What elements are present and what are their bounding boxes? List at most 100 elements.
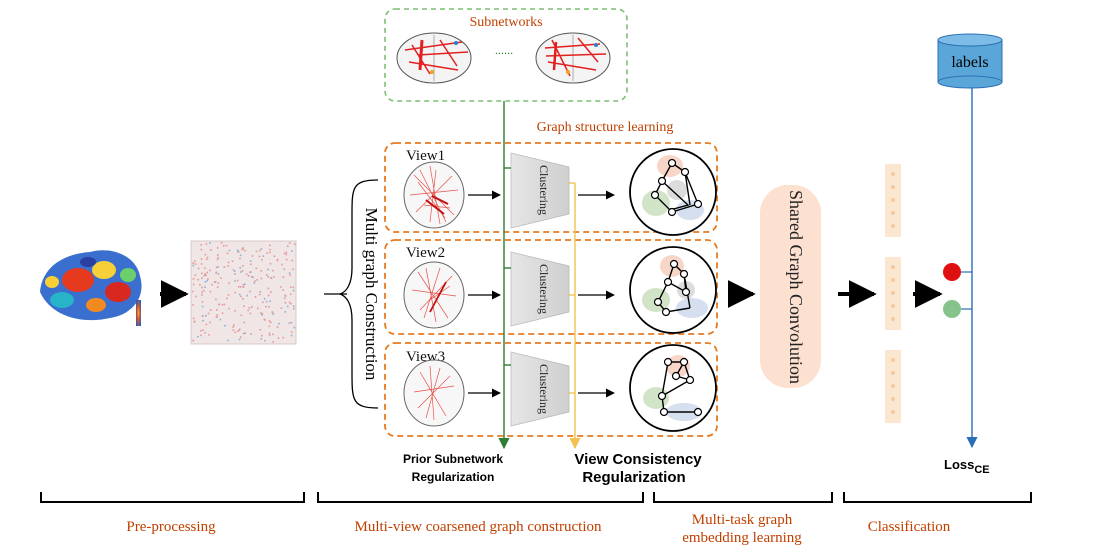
matrix-cell [259, 291, 261, 293]
matrix-cell [265, 305, 267, 308]
matrix-cell [254, 280, 256, 282]
matrix-cell [192, 317, 195, 320]
brain-surface-image [40, 250, 142, 326]
matrix-cell [260, 270, 263, 272]
matrix-cell [194, 263, 197, 265]
view-1-label: View1 [406, 148, 445, 164]
matrix-cell [236, 249, 239, 252]
view-regularization-line1: View Consistency [574, 451, 702, 468]
matrix-cell [217, 266, 219, 268]
matrix-cell [215, 272, 217, 274]
matrix-cell [216, 286, 219, 288]
shared-graph-convolution-label: Shared Graph Convolution [786, 190, 806, 384]
matrix-cell [242, 298, 244, 300]
matrix-cell [192, 304, 194, 306]
matrix-cell [237, 250, 239, 253]
matrix-cell [242, 247, 244, 249]
matrix-cell [206, 256, 209, 259]
matrix-cell [265, 300, 268, 303]
matrix-cell [286, 305, 289, 308]
stage-bracket-multitask [653, 492, 833, 503]
matrix-cell [258, 255, 261, 258]
matrix-cell [204, 267, 206, 269]
matrix-cell [283, 268, 285, 270]
matrix-cell [233, 324, 235, 326]
matrix-cell [254, 296, 257, 298]
class-node-red [943, 263, 961, 281]
matrix-cell [192, 278, 195, 280]
matrix-cell [269, 277, 272, 279]
matrix-cell [205, 243, 208, 245]
matrix-cell [234, 280, 236, 282]
matrix-cell [240, 295, 242, 298]
matrix-cell [204, 281, 207, 283]
matrix-cell [248, 307, 251, 309]
matrix-cell [271, 311, 274, 313]
matrix-cell [269, 244, 271, 247]
matrix-cell [204, 273, 206, 275]
matrix-cell [268, 325, 271, 328]
matrix-cell [260, 248, 263, 250]
matrix-cell [197, 267, 200, 270]
matrix-cell [284, 301, 287, 304]
matrix-cell [246, 294, 248, 297]
matrix-cell [268, 306, 270, 308]
view-2-connections [411, 267, 457, 323]
matrix-cell [223, 245, 225, 247]
matrix-cell [242, 286, 245, 288]
matrix-cell [215, 316, 218, 318]
matrix-cell [193, 321, 196, 323]
matrix-cell [267, 268, 269, 271]
matrix-cell [285, 251, 288, 254]
matrix-cell [201, 277, 203, 279]
view-2-box [384, 239, 718, 335]
matrix-cell [227, 261, 230, 264]
matrix-cell [206, 271, 208, 274]
stage-multi-task-line1: Multi-task graph [692, 512, 793, 528]
matrix-cell [273, 276, 275, 278]
matrix-cell [234, 291, 236, 294]
matrix-cell [259, 312, 262, 315]
matrix-cell [276, 258, 279, 261]
matrix-cell [234, 331, 237, 333]
matrix-cell [257, 307, 259, 310]
matrix-cell [244, 249, 246, 252]
matrix-cell [224, 324, 226, 327]
matrix-cell [228, 307, 230, 310]
matrix-cell [268, 334, 271, 337]
view-3-group: View3 Clustering [384, 342, 718, 437]
view-1-clustering-label: Clustering [537, 165, 551, 215]
view-3-brain [403, 359, 465, 427]
matrix-cell [282, 336, 285, 339]
matrix-cell [217, 256, 220, 259]
prior-regularization-line2: Regularization [412, 470, 495, 484]
stage-multi-view: Multi-view coarsened graph construction [354, 519, 602, 535]
matrix-cell [207, 278, 209, 280]
matrix-cell [209, 242, 211, 244]
matrix-cell [211, 283, 213, 286]
matrix-cell [205, 323, 208, 326]
matrix-cell [272, 341, 274, 343]
matrix-cell [238, 338, 241, 341]
matrix-cell [288, 242, 291, 244]
matrix-cell [283, 252, 286, 255]
matrix-cell [251, 255, 254, 257]
matrix-cell [267, 275, 269, 278]
matrix-cell [228, 282, 230, 284]
matrix-cell [265, 274, 268, 276]
matrix-cell [253, 282, 256, 284]
matrix-cell [207, 312, 210, 315]
matrix-cell [234, 273, 236, 275]
loss-main: Loss [944, 457, 974, 472]
matrix-cell [205, 314, 207, 317]
matrix-cell [216, 309, 218, 311]
matrix-cell [244, 283, 246, 285]
matrix-cell [237, 330, 239, 332]
matrix-cell [192, 283, 195, 286]
matrix-cell [269, 248, 271, 251]
matrix-cell [250, 271, 252, 273]
matrix-cell [290, 321, 293, 324]
matrix-cell [268, 332, 271, 335]
matrix-cell [216, 314, 219, 316]
matrix-cell [233, 270, 236, 272]
